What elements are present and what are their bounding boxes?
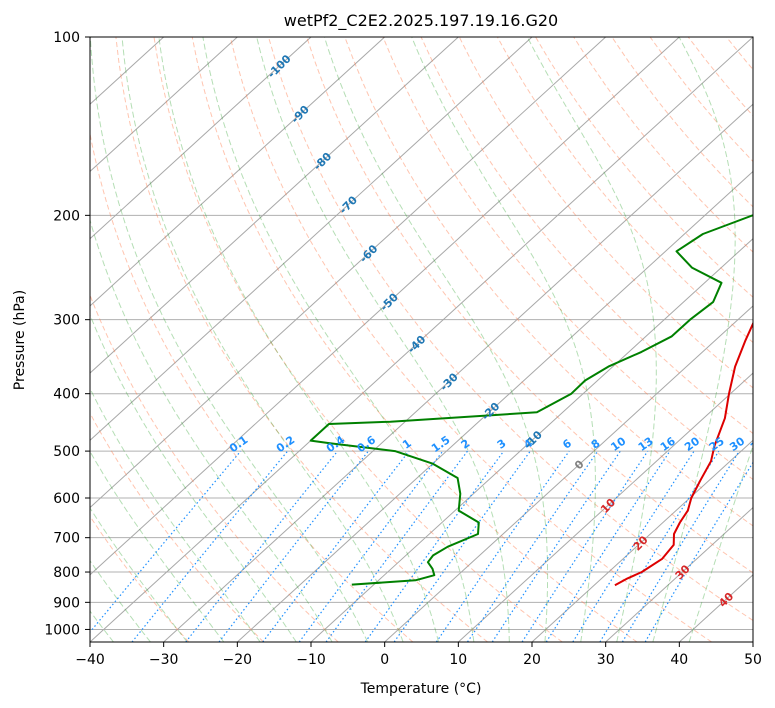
isotherm-line [236,170,753,642]
dry-adiabat [726,37,753,71]
moist-adiabat [323,37,549,642]
dry-adiabat [115,37,488,642]
y-tick-label: 400 [53,387,80,403]
moist-adiabat [90,387,261,642]
y-tick-label: 100 [53,30,80,46]
mixing-ratio-label: 1.5 [429,433,452,455]
isotherm-line [531,439,753,642]
isotherm-line [90,37,312,240]
mixing-ratio-label: 2 [459,437,473,452]
isotherm-line [90,37,607,509]
moist-adiabat [90,37,369,642]
y-tick-label: 500 [53,444,80,460]
isotherm-line [90,37,680,576]
mixing-ratio-line [621,450,740,642]
x-axis-title: Temperature (°C) [360,681,482,697]
y-tick-label: 800 [53,565,80,581]
isotherm-line [752,641,753,642]
dry-adiabat [90,515,190,642]
moist-adiabat [90,313,297,642]
dry-adiabat [229,37,712,642]
moist-adiabat [121,37,404,642]
mixing-ratio-label: 0.6 [355,433,379,455]
mixing-ratio-line [131,450,289,642]
dry-adiabat [90,131,414,642]
y-tick-label: 1000 [44,622,80,638]
mixing-ratio-line [466,450,599,642]
mixing-ratio-line [218,450,369,642]
isotherm-line [90,37,386,307]
moist-adiabat [652,37,736,642]
x-tick-label: −10 [296,652,326,668]
isotherm-line [457,372,753,642]
moist-adiabat [158,37,439,642]
mixing-ratio-label: 6 [560,437,574,452]
isotherm-line [310,237,753,642]
x-tick-label: 30 [597,652,615,668]
y-tick-label: 600 [53,491,80,507]
isotherm-line [90,37,238,173]
x-tick-label: −30 [149,652,179,668]
mixing-ratio-line [90,450,242,633]
x-tick-label: −40 [75,652,105,668]
plot-frame [89,36,754,643]
moist-adiabat [256,37,510,642]
isotherm-line [90,37,753,642]
temperature-profile-line [614,321,753,587]
mixing-ratio-label: 0.1 [227,433,250,455]
isotherm-line [163,103,753,642]
isotherm-line [90,37,459,374]
y-tick-label: 200 [53,208,80,224]
mixing-ratio-label: 36 [748,434,768,454]
x-tick-label: 40 [670,652,688,668]
x-tick-label: 10 [449,652,467,668]
moist-adiabat [688,444,753,642]
x-tick-label: 0 [380,652,389,668]
y-tick-label: 700 [53,531,80,547]
dry-adiabat [496,37,753,344]
dry-adiabat [687,37,753,117]
y-axis-title: Pressure (hPa) [12,290,28,390]
dry-adiabat [344,37,753,527]
x-tick-label: 50 [744,652,762,668]
y-tick-label: 900 [53,595,80,611]
dry-adiabat [382,37,753,481]
dewpoint-profile-line [309,214,753,586]
moist-adiabat [202,37,475,642]
mixing-ratio-line [393,450,531,642]
dry-adiabat [191,37,638,642]
mixing-ratio-label: 3 [495,437,509,452]
y-tick-label: 300 [53,313,80,329]
mixing-ratio-line [521,450,649,642]
mixing-ratio-line [364,450,505,642]
dry-adiabat [420,37,753,435]
x-tick-label: −20 [223,652,253,668]
moist-adiabat [90,218,333,642]
isotherm-line [90,37,533,442]
moist-adiabat [411,37,596,642]
mixing-ratio-label: 8 [589,437,603,452]
mixing-ratio-line [545,450,671,642]
mixing-ratio-label: 0.4 [324,433,348,455]
mixing-ratio-line [325,450,468,642]
mixing-ratio-line [262,450,410,642]
dry-adiabat [535,37,753,298]
moist-adiabat [90,507,188,642]
dry-adiabat [90,412,264,642]
dry-adiabat [153,37,563,642]
x-tick-label: 20 [523,652,541,668]
mixing-ratio-line [298,450,444,642]
mixing-ratio-line [435,450,570,642]
mixing-ratio-line [185,450,339,642]
dry-adiabat [765,37,775,642]
moist-adiabat [90,450,225,642]
chart-title: wetPf2_C2E2.2025.197.19.16.G20 [284,11,558,31]
isotherm-line [384,305,753,642]
mixing-ratio-line [572,450,695,642]
isotherm-line [605,506,753,642]
dry-adiabat [268,37,753,622]
dry-adiabat [306,37,753,574]
mixing-ratio-line [491,450,621,642]
